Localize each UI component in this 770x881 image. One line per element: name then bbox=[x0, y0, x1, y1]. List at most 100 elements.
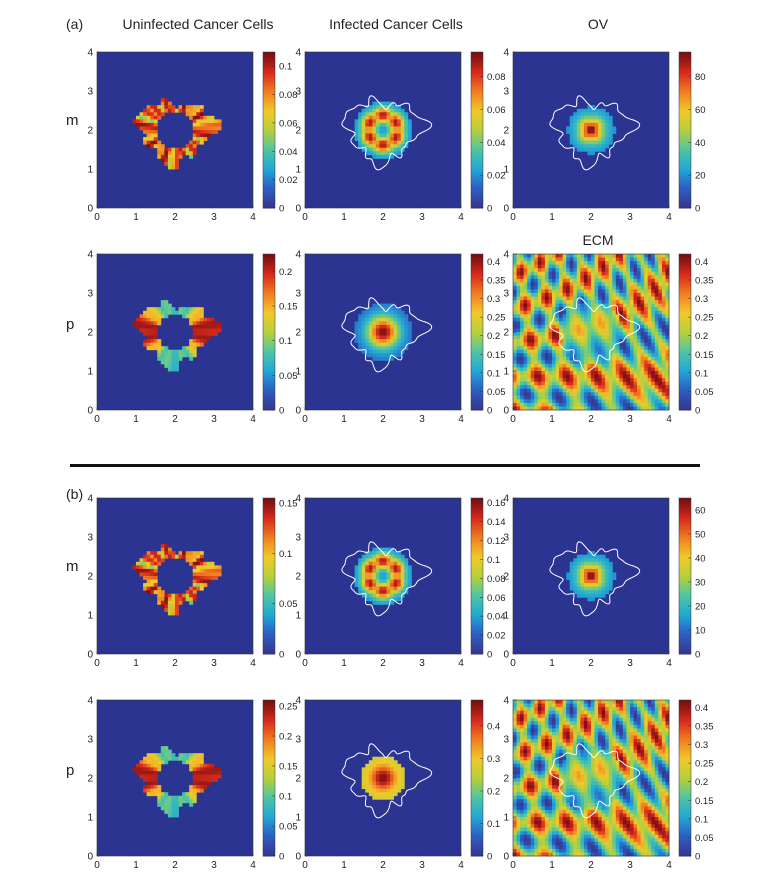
heatmap-cell bbox=[390, 579, 395, 584]
heatmap-cell bbox=[591, 147, 595, 152]
heatmap-cell bbox=[397, 137, 402, 142]
heatmap-cell bbox=[587, 399, 592, 404]
heatmap-cell bbox=[383, 130, 387, 134]
heatmap-cell bbox=[647, 356, 652, 361]
heatmap-cell bbox=[520, 700, 525, 704]
heatmap-cell bbox=[544, 363, 549, 368]
heatmap-cell bbox=[365, 770, 370, 775]
heatmap-cell bbox=[407, 328, 412, 333]
heatmap-cell bbox=[167, 547, 172, 552]
heatmap-cell bbox=[537, 374, 542, 379]
heatmap-cell bbox=[189, 115, 194, 120]
heatmap-cell bbox=[171, 108, 176, 113]
x-tick-label: 2 bbox=[588, 212, 594, 223]
heatmap-cell bbox=[633, 278, 638, 283]
heatmap-cell bbox=[171, 604, 176, 609]
heatmap-cell bbox=[520, 300, 525, 305]
heatmap-cell bbox=[608, 360, 613, 365]
heatmap-cell bbox=[587, 140, 592, 145]
heatmap-cell bbox=[626, 278, 631, 283]
heatmap-cell bbox=[612, 367, 617, 372]
heatmap-cell bbox=[654, 360, 659, 365]
heatmap-cell bbox=[372, 339, 377, 344]
heatmap-cell bbox=[368, 147, 373, 152]
heatmap-cell bbox=[153, 339, 158, 344]
heatmap-cell bbox=[160, 353, 165, 358]
heatmap-cell bbox=[146, 554, 151, 559]
heatmap-cell bbox=[594, 112, 599, 117]
colorbar-segment bbox=[471, 293, 483, 297]
heatmap-cell bbox=[573, 558, 578, 563]
heatmap-cell bbox=[661, 367, 666, 372]
colorbar-segment bbox=[471, 604, 483, 608]
heatmap-cell bbox=[555, 406, 560, 411]
heatmap-cell bbox=[513, 753, 517, 758]
heatmap-cell bbox=[587, 271, 592, 276]
colorbar-segment bbox=[263, 785, 275, 789]
heatmap-cell bbox=[390, 133, 395, 138]
heatmap-cell bbox=[513, 317, 517, 322]
colorbar-segment bbox=[471, 503, 483, 507]
x-tick-label: 1 bbox=[133, 658, 139, 669]
heatmap-cell bbox=[386, 763, 391, 768]
colorbar-frame bbox=[678, 51, 692, 209]
heatmap-cell bbox=[658, 289, 663, 294]
heatmap-cell bbox=[516, 845, 521, 850]
heatmap-cell bbox=[658, 282, 663, 287]
heatmap-cell bbox=[368, 328, 373, 333]
heatmap-cell bbox=[192, 586, 197, 591]
heatmap-cell bbox=[576, 271, 581, 276]
heatmap-cell bbox=[192, 140, 197, 145]
tumor-contour bbox=[549, 297, 641, 373]
heatmap-cell bbox=[383, 137, 387, 142]
heatmap-cell bbox=[523, 335, 528, 340]
colorbar-segment bbox=[471, 814, 483, 818]
heatmap-cell bbox=[587, 289, 592, 294]
x-tick-label: 4 bbox=[458, 212, 464, 223]
colorbar-segment bbox=[471, 261, 483, 265]
heatmap-cell bbox=[534, 363, 539, 368]
heatmap-cell bbox=[573, 360, 578, 365]
heatmap-cell bbox=[647, 367, 652, 372]
heatmap-cell bbox=[146, 788, 151, 793]
heatmap-cell bbox=[605, 349, 610, 354]
heatmap-cell bbox=[390, 126, 395, 131]
heatmap-cell bbox=[580, 399, 585, 404]
heatmap-cell bbox=[171, 799, 176, 804]
heatmap-cell bbox=[354, 119, 359, 124]
colorbar-segment bbox=[679, 114, 691, 118]
colorbar-segment bbox=[679, 75, 691, 79]
heatmap-cell bbox=[379, 572, 384, 577]
heatmap-cell bbox=[576, 346, 581, 351]
heatmap-cell bbox=[516, 831, 521, 836]
heatmap-cell bbox=[199, 317, 204, 322]
heatmap-cell bbox=[640, 363, 645, 368]
heatmap-cell bbox=[587, 381, 592, 386]
heatmap-cell bbox=[513, 268, 517, 273]
y-tick-label: 0 bbox=[87, 852, 93, 863]
heatmap-cell bbox=[598, 349, 603, 354]
heatmap-cell bbox=[654, 307, 659, 312]
heatmap-cell bbox=[404, 572, 409, 577]
heatmap-cell bbox=[654, 293, 659, 297]
heatmap-cell bbox=[157, 795, 162, 800]
heatmap-cell bbox=[548, 257, 553, 262]
heatmap-cell bbox=[146, 307, 151, 312]
heatmap-cell bbox=[598, 374, 603, 379]
heatmap-cell bbox=[527, 353, 532, 358]
heatmap-cell bbox=[583, 392, 588, 397]
heatmap-cell bbox=[150, 112, 155, 117]
colorbar-segment bbox=[679, 376, 691, 380]
heatmap-cell bbox=[372, 356, 377, 361]
heatmap-cell bbox=[520, 820, 525, 825]
heatmap-cell bbox=[640, 285, 645, 290]
heatmap-cell bbox=[612, 360, 617, 365]
heatmap-cell bbox=[569, 579, 574, 584]
heatmap-cell bbox=[541, 303, 546, 308]
heatmap-cell bbox=[527, 278, 532, 283]
heatmap-cell bbox=[587, 296, 592, 301]
heatmap-cell bbox=[651, 307, 656, 312]
heatmap-cell bbox=[157, 307, 162, 312]
heatmap-cell bbox=[552, 254, 556, 258]
heatmap-cell bbox=[534, 317, 539, 322]
